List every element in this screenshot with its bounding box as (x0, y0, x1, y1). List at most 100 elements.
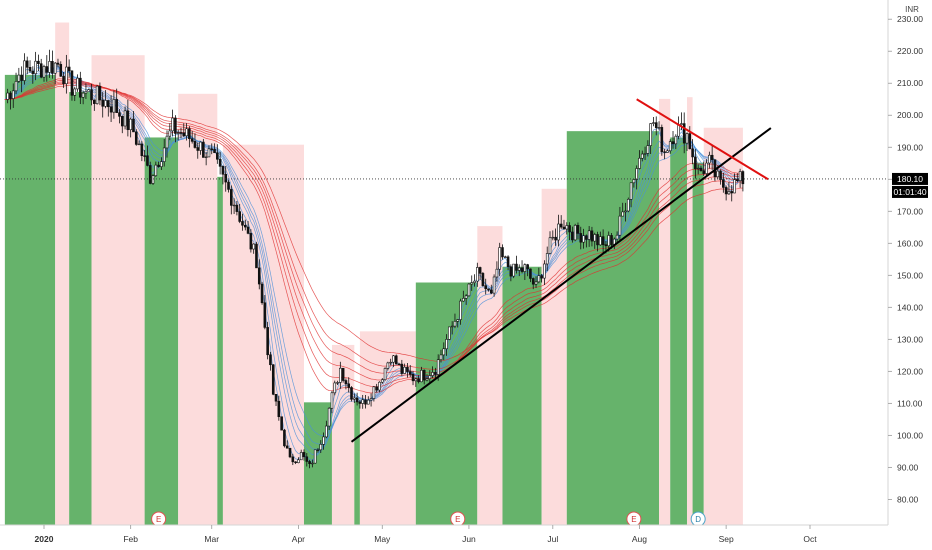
candle-body (347, 383, 351, 388)
candle (185, 123, 188, 141)
candle-body (51, 61, 54, 74)
candle (503, 255, 507, 259)
candle-body (629, 182, 633, 200)
candle (252, 243, 255, 254)
event-marker-3: D (690, 511, 706, 527)
candle (498, 242, 501, 276)
candle-body (45, 66, 49, 73)
candle (140, 141, 144, 162)
candle-body (582, 235, 585, 243)
candle (336, 380, 339, 386)
candle-body (694, 156, 697, 170)
candle (341, 367, 345, 383)
candle-body (269, 354, 272, 366)
candle (230, 185, 233, 215)
candle (59, 61, 63, 77)
candle (51, 50, 54, 79)
event-marker-label: D (695, 515, 701, 524)
candle (571, 226, 574, 243)
candle (146, 145, 149, 167)
candle-body (25, 60, 29, 68)
candle-body (70, 70, 74, 96)
candle (492, 274, 496, 297)
candle (358, 400, 362, 409)
candle (271, 364, 275, 396)
ema-line-50 (4, 82, 743, 370)
candle (93, 99, 96, 111)
event-marker-label: E (455, 515, 460, 524)
candle (243, 219, 247, 231)
candle-body (599, 236, 602, 246)
candle-body (285, 445, 289, 449)
candle (76, 74, 79, 92)
candle-body (562, 226, 566, 230)
candle-body (319, 444, 323, 451)
candle-body (221, 166, 225, 175)
candle (431, 366, 434, 378)
candle (109, 95, 113, 122)
candle (738, 168, 742, 188)
candle (682, 112, 686, 154)
price-candles (6, 49, 745, 469)
candle-body (95, 85, 99, 104)
candle (624, 202, 627, 222)
candle-body (140, 143, 144, 157)
last-price-value: 180.10 (897, 174, 923, 184)
candle (411, 370, 415, 386)
candle (629, 182, 633, 208)
candle (291, 453, 295, 466)
candle (369, 393, 373, 407)
candle (132, 111, 135, 133)
candle-body (710, 154, 714, 160)
band-green-8 (303, 402, 332, 525)
time-ticks: 2020 Feb Mar Apr May Jun Jul Aug Sep Oct (35, 525, 817, 544)
candle-body (104, 100, 107, 107)
candle (176, 129, 180, 141)
candle-body (174, 117, 177, 134)
time-axis[interactable]: 2020 Feb Mar Apr May Jun Jul Aug Sep Oct (0, 524, 888, 550)
candle-body (492, 276, 496, 294)
candle (210, 143, 214, 155)
candle-body (674, 135, 678, 145)
candle-body (378, 381, 381, 391)
candle (56, 58, 60, 68)
countdown-value: 01:01:40 (893, 187, 926, 197)
candle (540, 274, 543, 283)
candle-body (548, 237, 552, 254)
candle (322, 432, 325, 450)
candle (585, 234, 588, 248)
candle-body (590, 230, 594, 242)
candle (28, 60, 32, 73)
candle-body (400, 363, 404, 374)
event-marker-0: E (151, 511, 167, 527)
candle (529, 268, 532, 283)
candle (255, 241, 258, 269)
candle-body (501, 247, 504, 258)
candle-body (34, 60, 37, 74)
candle (79, 71, 82, 105)
candle (719, 169, 722, 185)
candle (70, 70, 74, 101)
candle-body (339, 367, 342, 383)
candle (190, 131, 194, 144)
candle-body (277, 400, 281, 418)
candle-body (288, 447, 292, 458)
candle (104, 90, 107, 109)
candle (389, 358, 392, 366)
price-tick-label: 150.00 (897, 270, 923, 280)
candle (143, 149, 146, 162)
candle (347, 377, 351, 393)
candle (646, 140, 650, 157)
price-tick-label: 110.00 (897, 398, 923, 408)
candle-body (394, 355, 398, 365)
candle (199, 141, 202, 155)
band-red-19 (686, 97, 693, 525)
candle-body (604, 244, 608, 247)
price-tick-label: 90.00 (897, 462, 919, 472)
time-tick-label: Apr (292, 534, 305, 544)
candle-body (506, 256, 510, 268)
price-tick-label: 140.00 (897, 302, 923, 312)
price-axis[interactable]: 80.00 90.00 100.00 110.00 120.00 130.00 140.00… (887, 0, 932, 525)
candle (422, 369, 426, 385)
candle (361, 394, 365, 409)
